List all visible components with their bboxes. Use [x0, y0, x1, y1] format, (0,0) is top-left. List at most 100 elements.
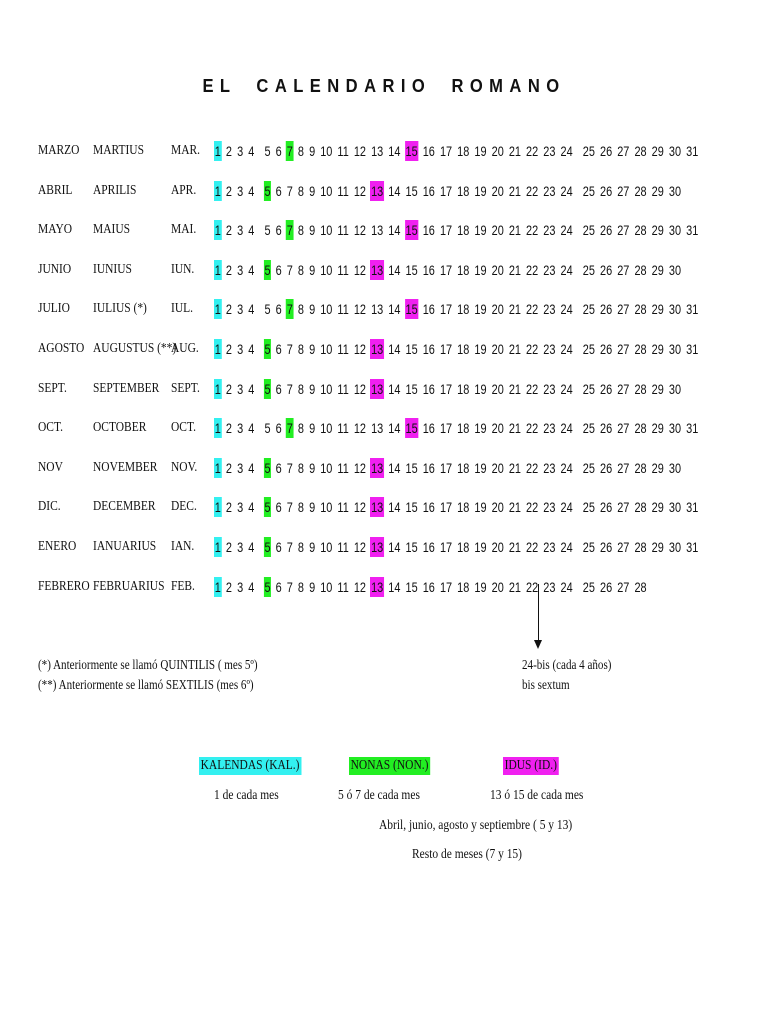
day: 4: [248, 143, 255, 159]
day: 27: [617, 539, 630, 555]
month-abbr: AUG.: [171, 341, 199, 356]
day: 9: [309, 539, 316, 555]
month-abbr: IUN.: [171, 261, 195, 277]
day: 28: [634, 539, 647, 555]
day: 18: [457, 182, 470, 199]
day: 11: [337, 222, 349, 239]
day: 30: [668, 459, 682, 476]
day: 10: [320, 222, 333, 239]
day: 12: [353, 459, 367, 476]
day: 3: [237, 420, 244, 437]
day: 29: [651, 182, 664, 199]
month-latin: SEPTEMBER: [93, 380, 160, 396]
day: 3: [237, 261, 244, 278]
day: 8: [297, 539, 304, 555]
day: 12: [353, 539, 367, 555]
page-title: EL CALENDARIO ROMANO: [202, 76, 566, 96]
month-latin: OCTOBER: [93, 420, 147, 436]
day: 12: [353, 301, 367, 318]
day: 8: [297, 341, 304, 357]
day-idus: 15: [404, 141, 419, 161]
note-sextilis: (**) Anteriormente se llamó SEXTILIS (me…: [38, 677, 254, 692]
day-nonas: 7: [285, 220, 294, 241]
day: 23: [543, 499, 556, 516]
day: 3: [237, 143, 244, 159]
day: 5: [264, 222, 271, 239]
day: 27: [617, 380, 630, 397]
day: 26: [600, 380, 613, 397]
day: 4: [248, 499, 255, 516]
day: 27: [617, 420, 630, 437]
day: 20: [491, 420, 504, 437]
month-spanish: MARZO: [38, 143, 80, 158]
day: 24: [560, 380, 573, 397]
day: 20: [491, 499, 504, 516]
month-row: NOV NOVEMBER NOV. 1 2 3 4 5 6 7 8 9 10 11 12 13 14 15 16 17…: [0, 457, 768, 479]
day: 3: [237, 459, 244, 476]
day: 8: [297, 143, 304, 159]
month-row: SEPT. SEPTEMBER SEPT. 1 2 3 4 5 6 7 8 9 10 11 12 13 14 15…: [0, 378, 768, 400]
day: 11: [337, 301, 349, 318]
day-kalendas: 1: [214, 299, 222, 320]
day: 26: [600, 222, 613, 239]
day: 12: [353, 578, 367, 595]
day: 18: [457, 301, 470, 318]
day: 22: [526, 341, 539, 357]
day: 9: [309, 459, 316, 476]
month-spanish: ENERO: [38, 539, 77, 554]
day: 14: [388, 143, 401, 159]
day-list: 1 2 3 4 5 6 7 8 9 10 11 12 13 14 15 16 17 18 19 20 21 22 23 24 2…: [214, 378, 685, 400]
day: 29: [651, 539, 664, 555]
day: 25: [582, 420, 595, 437]
day: 14: [388, 380, 401, 397]
month-abbr: MAR.: [171, 143, 201, 158]
day: 14: [388, 499, 401, 516]
day: 25: [582, 380, 595, 397]
day: 31: [686, 143, 699, 159]
day: 10: [320, 182, 333, 199]
day: 22: [526, 578, 539, 595]
month-latin: DECEMBER: [93, 499, 156, 515]
month-latin: MAIUS: [93, 222, 131, 238]
day: 18: [457, 499, 470, 516]
month-row: FEBRERO FEBRUARIUS FEB. 1 2 3 4 5 6 7 8 9 10 11 12 13 14…: [0, 576, 768, 598]
day: 7: [286, 499, 293, 516]
day: 27: [617, 222, 630, 239]
day-idus: 13: [370, 259, 385, 280]
day: 19: [474, 143, 487, 159]
day: 21: [508, 301, 521, 318]
day: 11: [337, 182, 349, 199]
day: 26: [600, 182, 613, 199]
day: 16: [422, 420, 435, 437]
day-nonas: 7: [285, 141, 294, 161]
month-row: DIC. DECEMBER DEC. 1 2 3 4 5 6 7 8 9 10 11 12 13 14 15 16 1…: [0, 496, 768, 518]
day: 29: [651, 499, 664, 516]
day: 25: [582, 222, 595, 239]
day: 15: [405, 539, 418, 555]
day: 21: [508, 182, 521, 199]
day: 9: [309, 222, 316, 239]
day: 29: [651, 143, 664, 159]
day: 30: [668, 420, 682, 437]
day: 26: [600, 499, 613, 516]
day: 4: [248, 182, 255, 199]
day-idus: 13: [370, 537, 385, 557]
day: 6: [275, 420, 282, 437]
month-abbr: APR.: [171, 182, 197, 198]
day: 28: [634, 499, 647, 516]
day: 16: [422, 261, 435, 278]
bis-arrow-line: [538, 584, 539, 642]
day: 10: [320, 380, 333, 397]
day-list: 1 2 3 4 5 6 7 8 9 10 11 12 13 14 15 16 17 18 19 20 21 22 23 24 2…: [214, 338, 703, 360]
day: 22: [526, 420, 539, 437]
day: 20: [491, 222, 504, 239]
day-list: 1 2 3 4 5 6 7 8 9 10 11 12 13 14 15 16 17 18 19 20 21 22 23 24 2…: [214, 536, 703, 558]
day: 24: [560, 261, 573, 278]
day: 23: [543, 143, 556, 159]
day: 30: [668, 539, 682, 555]
day: 9: [309, 380, 316, 397]
day: 2: [225, 143, 233, 159]
day: 21: [508, 499, 521, 516]
day: 8: [297, 261, 304, 278]
day: 16: [422, 380, 435, 397]
